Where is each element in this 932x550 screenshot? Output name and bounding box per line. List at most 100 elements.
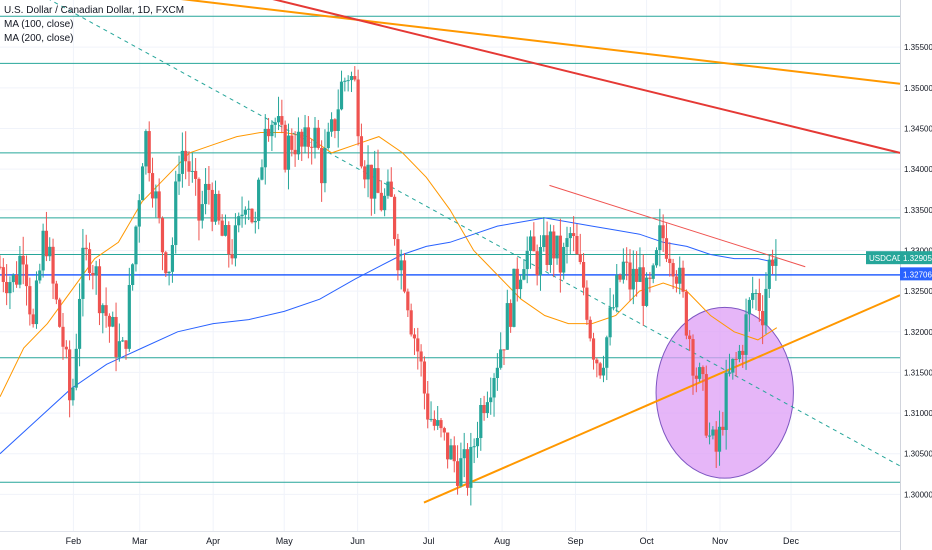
candle-body	[648, 277, 652, 279]
candle-body	[631, 268, 635, 290]
candle-body	[432, 418, 436, 426]
candle-body	[482, 404, 486, 414]
candle-body	[747, 299, 751, 315]
candle-body	[651, 265, 655, 279]
candle-body	[313, 127, 317, 148]
candle-body	[31, 314, 35, 325]
last-price-text: 1.32905	[903, 254, 932, 263]
candle-body	[353, 76, 357, 80]
candle-body	[164, 252, 168, 274]
candle-body	[442, 428, 446, 433]
trend-line	[180, 0, 901, 85]
x-tick-label: Mar	[132, 536, 148, 546]
candle-body	[598, 363, 602, 376]
candle-body	[379, 192, 383, 211]
candle-body	[58, 299, 62, 327]
candle-body	[402, 260, 407, 292]
candle-body	[512, 268, 516, 327]
candle-body	[77, 298, 82, 349]
candle-body	[668, 258, 672, 264]
candle-body	[260, 167, 264, 180]
candle-body	[87, 249, 92, 273]
legend-symbol: U.S. Dollar / Canadian Dollar, 1D, FXCM	[4, 5, 185, 16]
candle-body	[671, 263, 675, 277]
candle-body	[177, 173, 181, 182]
candle-body	[741, 350, 745, 355]
candle-body	[233, 225, 238, 259]
candle-body	[505, 303, 509, 350]
candle-body	[764, 288, 768, 326]
candle-body	[14, 274, 19, 285]
candle-body	[439, 420, 443, 429]
candle-body	[462, 449, 466, 459]
candle-body	[717, 426, 722, 452]
candle-body	[608, 307, 612, 338]
candle-body	[459, 458, 463, 486]
candle-body	[684, 291, 688, 336]
candle-body	[283, 124, 287, 170]
candle-body	[465, 449, 470, 488]
candle-body	[253, 220, 257, 223]
x-axis	[0, 531, 900, 550]
candle-body	[568, 233, 572, 239]
candle-body	[674, 276, 679, 284]
x-tick-label: Jun	[350, 536, 365, 546]
candle-body	[770, 259, 775, 266]
candle-body	[150, 173, 155, 199]
candle-body	[724, 372, 728, 430]
candle-body	[611, 307, 616, 309]
candle-body	[137, 200, 141, 227]
candle-body	[734, 358, 738, 360]
candle-body	[140, 166, 145, 201]
x-tick-label: Oct	[640, 536, 655, 546]
candle-body	[392, 196, 397, 240]
candle-body	[555, 235, 559, 259]
y-tick-label: 1.32500	[904, 287, 932, 296]
candle-body	[84, 247, 88, 250]
candle-body	[528, 236, 533, 251]
candle-body	[101, 305, 105, 314]
candle-body	[751, 293, 755, 300]
y-tick-label: 1.33000	[904, 246, 932, 255]
candle-body	[270, 124, 274, 137]
candle-body	[257, 179, 261, 221]
candle-body	[194, 170, 198, 179]
x-tick-label: Sep	[568, 536, 584, 546]
candle-body	[81, 247, 85, 299]
candle-body	[68, 349, 72, 401]
candle-body	[300, 131, 304, 147]
candle-body	[180, 150, 184, 174]
candle-body	[545, 235, 549, 265]
candle-body	[210, 189, 214, 222]
trend-line	[423, 294, 901, 504]
candle-body	[94, 266, 98, 276]
candle-body	[701, 367, 705, 375]
candle-body	[223, 225, 228, 236]
candle-body	[114, 316, 118, 357]
candle-body	[383, 195, 387, 211]
candle-body	[489, 397, 493, 403]
candle-body	[548, 231, 553, 265]
candle-body	[618, 274, 622, 280]
candle-body	[343, 80, 347, 82]
candle-body	[409, 310, 413, 335]
candle-body	[170, 245, 175, 272]
candle-body	[452, 445, 456, 462]
chart-legend: U.S. Dollar / Canadian Dollar, 1D, FXCM …	[4, 4, 184, 46]
y-tick-label: 1.30000	[904, 490, 932, 499]
candle-body	[34, 280, 39, 325]
candle-body	[688, 335, 692, 340]
candle-body	[200, 204, 204, 221]
candle-body	[469, 446, 473, 488]
candle-body	[306, 127, 310, 147]
trend-line	[49, 0, 901, 467]
candle-body	[48, 246, 52, 257]
candle-body	[591, 338, 596, 360]
candle-body	[581, 261, 586, 288]
candle-body	[187, 161, 191, 172]
candle-body	[147, 131, 151, 174]
candle-body	[5, 281, 9, 294]
y-tick-label: 1.30500	[904, 450, 932, 459]
candle-body	[389, 181, 393, 197]
